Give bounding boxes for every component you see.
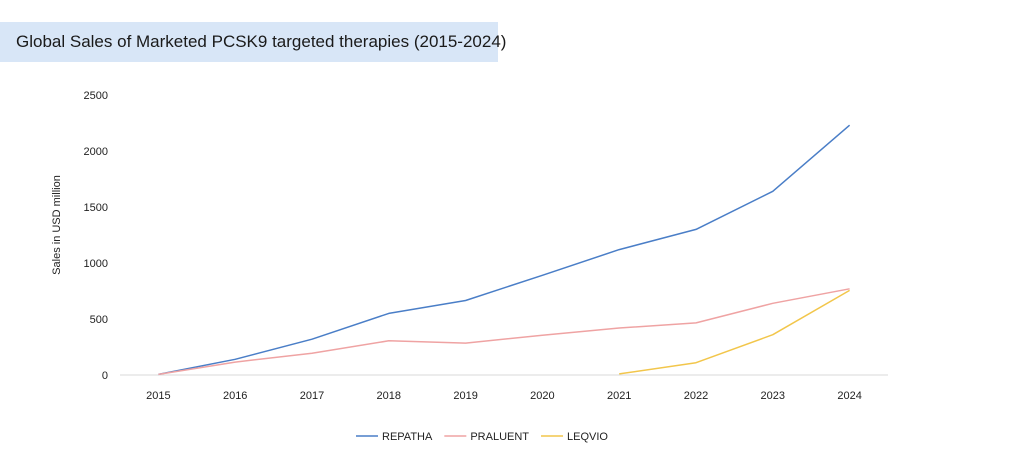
x-tick-label: 2020: [530, 390, 554, 402]
chart-title-banner: Global Sales of Marketed PCSK9 targeted …: [0, 22, 506, 62]
legend: REPATHA PRALUENT LEQVIO: [356, 431, 608, 443]
legend-label: REPATHA: [382, 431, 433, 443]
x-axis-ticks: 2015 2016 2017 2018 2019 2020 2021 2022 2023 2024: [146, 390, 862, 402]
series-line-repatha: [158, 124, 851, 376]
legend-item-repatha: REPATHA: [356, 431, 433, 443]
x-tick-label: 2019: [453, 390, 477, 402]
x-tick-label: 2018: [377, 390, 401, 402]
y-axis-title: Sales in USD million: [51, 175, 63, 275]
series-line-leqvio: [619, 289, 850, 375]
y-tick-label: 0: [102, 370, 108, 382]
x-tick-label: 2017: [300, 390, 324, 402]
y-tick-label: 500: [90, 314, 108, 326]
x-tick-label: 2024: [837, 390, 861, 402]
legend-label: PRALUENT: [470, 431, 529, 443]
series-line-praluent: [158, 288, 850, 376]
legend-label: LEQVIO: [567, 431, 608, 443]
x-tick-label: 2015: [146, 390, 170, 402]
x-tick-label: 2023: [761, 390, 785, 402]
y-tick-label: 2500: [84, 90, 108, 102]
x-tick-label: 2022: [684, 390, 708, 402]
y-tick-label: 1500: [84, 202, 108, 214]
x-tick-label: 2016: [223, 390, 247, 402]
legend-item-praluent: PRALUENT: [444, 431, 529, 443]
chart-title: Global Sales of Marketed PCSK9 targeted …: [16, 32, 507, 51]
y-axis-ticks: 0 500 1000 1500 2000 2500: [84, 90, 108, 382]
x-tick-label: 2021: [607, 390, 631, 402]
y-axis-title-group: Sales in USD million: [51, 175, 63, 275]
y-tick-label: 2000: [84, 146, 108, 158]
y-tick-label: 1000: [84, 258, 108, 270]
legend-item-leqvio: LEQVIO: [541, 431, 608, 443]
series-lines: [158, 124, 851, 376]
